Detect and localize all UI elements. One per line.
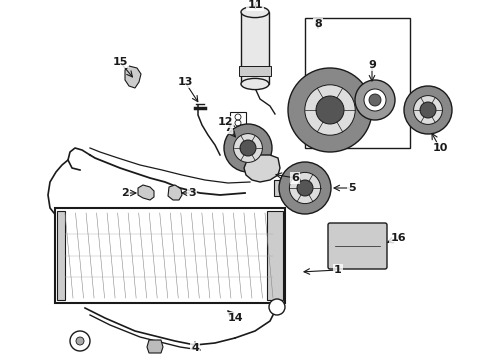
Bar [267, 211, 283, 300]
Text: 11: 11 [247, 0, 263, 10]
Circle shape [279, 162, 331, 214]
Text: 4: 4 [191, 343, 199, 353]
Polygon shape [244, 155, 280, 182]
Text: 13: 13 [177, 77, 193, 87]
Polygon shape [147, 340, 163, 353]
Text: 2: 2 [121, 188, 129, 198]
Circle shape [364, 89, 386, 111]
Circle shape [297, 180, 313, 196]
FancyBboxPatch shape [328, 223, 387, 269]
Text: 7: 7 [224, 123, 232, 133]
Text: 10: 10 [432, 143, 448, 153]
Circle shape [290, 172, 320, 204]
Text: 8: 8 [314, 19, 322, 29]
Circle shape [70, 331, 90, 351]
Circle shape [288, 68, 372, 152]
Text: 12: 12 [217, 117, 233, 127]
Bar [230, 112, 246, 128]
Bar [305, 18, 410, 148]
Circle shape [224, 124, 272, 172]
Text: 15: 15 [112, 57, 128, 67]
Text: 9: 9 [368, 60, 376, 70]
Circle shape [76, 337, 84, 345]
Circle shape [316, 96, 344, 124]
Circle shape [369, 94, 381, 106]
Polygon shape [168, 185, 182, 200]
Circle shape [404, 86, 452, 134]
Bar [55, 208, 285, 303]
Polygon shape [125, 66, 141, 88]
Text: 1: 1 [334, 265, 342, 275]
Circle shape [414, 96, 442, 125]
Bar [241, 12, 269, 84]
Circle shape [355, 80, 395, 120]
Text: 14: 14 [227, 313, 243, 323]
Circle shape [234, 134, 263, 162]
Ellipse shape [241, 78, 269, 90]
Circle shape [420, 102, 436, 118]
Text: 3: 3 [188, 188, 196, 198]
Polygon shape [138, 185, 154, 200]
Circle shape [305, 85, 355, 135]
Text: 5: 5 [348, 183, 356, 193]
Circle shape [240, 140, 256, 156]
Bar [239, 66, 271, 76]
Circle shape [269, 299, 285, 315]
Bar [57, 211, 65, 300]
Text: 6: 6 [291, 173, 299, 183]
Ellipse shape [241, 6, 269, 18]
Bar [274, 180, 286, 196]
Text: 16: 16 [390, 233, 406, 243]
